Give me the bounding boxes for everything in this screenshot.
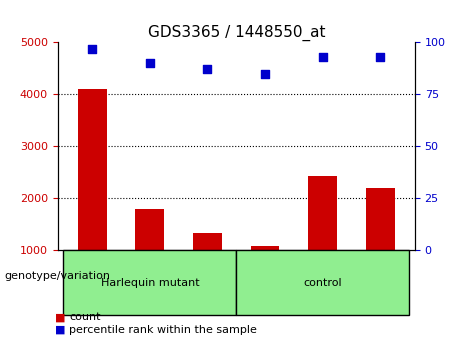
Point	[377, 54, 384, 60]
Text: ■: ■	[55, 312, 66, 322]
Point	[261, 71, 269, 76]
Point	[146, 61, 154, 66]
FancyBboxPatch shape	[64, 250, 236, 315]
Text: genotype/variation: genotype/variation	[5, 271, 111, 281]
Text: control: control	[303, 278, 342, 287]
Text: count: count	[69, 312, 100, 322]
Point	[89, 46, 96, 52]
Bar	[136, 209, 164, 302]
Point	[204, 67, 211, 72]
FancyBboxPatch shape	[236, 250, 409, 315]
Text: Harlequin mutant: Harlequin mutant	[100, 278, 199, 287]
Bar	[308, 176, 337, 302]
Title: GDS3365 / 1448550_at: GDS3365 / 1448550_at	[148, 25, 325, 41]
Bar	[366, 188, 395, 302]
Text: percentile rank within the sample: percentile rank within the sample	[69, 325, 257, 335]
Text: ■: ■	[55, 325, 66, 335]
Bar	[78, 89, 106, 302]
Bar	[251, 246, 279, 302]
Bar	[193, 233, 222, 302]
Point	[319, 54, 326, 60]
